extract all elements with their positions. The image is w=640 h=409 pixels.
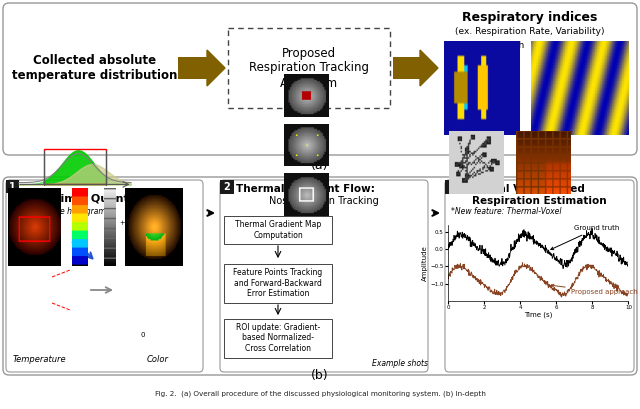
Text: Collected absolute
temperature distribution: Collected absolute temperature distribut… <box>12 54 178 82</box>
Text: 3: 3 <box>449 182 456 192</box>
Text: Color: Color <box>147 355 169 364</box>
Bar <box>220 180 234 194</box>
Text: 0: 0 <box>141 332 145 338</box>
Text: k bit: k bit <box>143 240 160 249</box>
Bar <box>224 319 332 358</box>
Text: Thermal Gradient Map
Computation: Thermal Gradient Map Computation <box>235 220 321 240</box>
Text: (ex. Respiration Rate, Variability): (ex. Respiration Rate, Variability) <box>455 27 605 36</box>
Text: Fig. 2.  (a) Overall procedure of the discussed physiological monitoring system.: Fig. 2. (a) Overall procedure of the dis… <box>155 391 485 397</box>
Bar <box>6 180 19 193</box>
Text: Temperature: Temperature <box>12 355 66 364</box>
Text: *Temperature histogram: *Temperature histogram <box>12 207 106 216</box>
Text: Nostril-region Tracking: Nostril-region Tracking <box>269 196 379 206</box>
Text: Ground truth: Ground truth <box>551 225 620 249</box>
Bar <box>224 216 332 244</box>
Bar <box>178 57 207 79</box>
Text: 2: 2 <box>223 182 230 192</box>
Text: Example shots: Example shots <box>372 360 428 369</box>
FancyBboxPatch shape <box>220 180 428 372</box>
Text: *Respiration signal extraction: *Respiration signal extraction <box>451 279 564 288</box>
Polygon shape <box>420 50 438 86</box>
Bar <box>445 180 459 194</box>
Text: Optimal Quantization: Optimal Quantization <box>38 194 171 204</box>
Text: °C: °C <box>70 240 79 249</box>
Text: Proposed approach: Proposed approach <box>551 284 637 295</box>
Polygon shape <box>207 50 225 86</box>
Y-axis label: Amplitude: Amplitude <box>422 245 428 281</box>
FancyBboxPatch shape <box>3 177 637 375</box>
Text: +1.96 SD: +1.96 SD <box>120 220 152 226</box>
Text: -1.96 SD: -1.96 SD <box>10 220 38 226</box>
Bar <box>224 264 332 303</box>
Text: *New feature: Thermal-Voxel: *New feature: Thermal-Voxel <box>451 207 561 216</box>
FancyBboxPatch shape <box>6 180 203 372</box>
Text: Thermal Gradient Flow:: Thermal Gradient Flow: <box>236 184 375 194</box>
Text: (a): (a) <box>311 159 329 171</box>
Text: Thermal Voxel-based: Thermal Voxel-based <box>461 184 585 194</box>
Text: (b): (b) <box>311 369 329 382</box>
FancyBboxPatch shape <box>3 3 637 155</box>
Bar <box>393 57 420 79</box>
Text: • 2D BPM graph: • 2D BPM graph <box>452 40 524 49</box>
FancyBboxPatch shape <box>445 180 634 372</box>
Text: Proposed
Respiration Tracking
Algorithm: Proposed Respiration Tracking Algorithm <box>249 47 369 90</box>
Bar <box>44 148 106 184</box>
Text: Respiration Estimation: Respiration Estimation <box>472 196 607 206</box>
Text: Feature Points Tracking
and Forward-Backward
Error Estimation: Feature Points Tracking and Forward-Back… <box>234 268 323 298</box>
Text: 1: 1 <box>9 182 16 191</box>
X-axis label: Time (s): Time (s) <box>524 311 552 318</box>
Text: ROI update: Gradient-
based Normalized-
Cross Correlation: ROI update: Gradient- based Normalized- … <box>236 323 320 353</box>
Text: • 2D IBI graph: • 2D IBI graph <box>547 40 611 49</box>
Bar <box>228 28 390 108</box>
Text: Respiratory indices: Respiratory indices <box>462 11 598 25</box>
